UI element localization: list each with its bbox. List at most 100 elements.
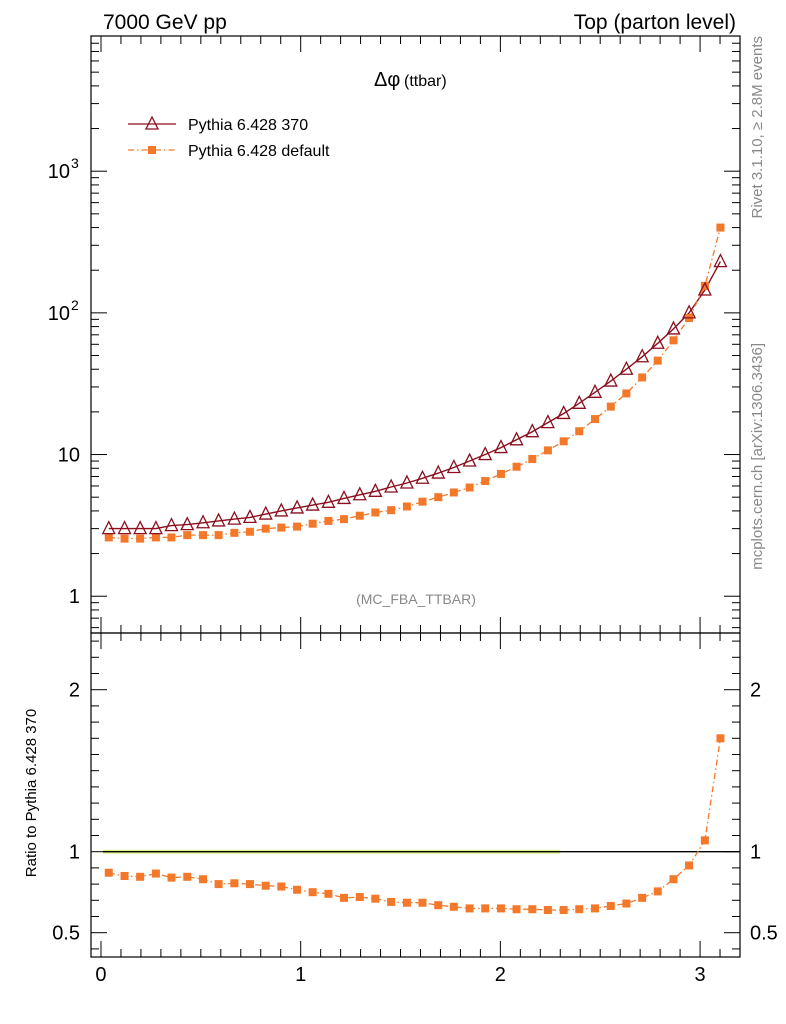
plot-title-symbol: Δφ [374, 69, 400, 91]
x-tick-label: 2 [495, 964, 506, 986]
data-point-pythia-default [402, 502, 411, 511]
data-point-pythia-370 [572, 394, 587, 409]
data-point-pythia-370 [133, 520, 148, 535]
y-tick-label-ratio-left: 2 [69, 680, 80, 702]
data-point-pythia-default [261, 524, 270, 533]
data-point-pythia-default [151, 533, 160, 542]
ratio-point-pythia-default [136, 872, 145, 881]
data-point-pythia-370 [635, 348, 650, 363]
ratio-point-pythia-default [669, 875, 678, 884]
data-point-pythia-370 [117, 520, 132, 535]
analysis-label: (MC_FBA_TTBAR) [356, 591, 476, 607]
ratio-point-pythia-default [308, 888, 317, 897]
data-point-pythia-370 [352, 486, 367, 501]
ratio-point-pythia-default [104, 868, 113, 877]
ratio-point-pythia-default [622, 899, 631, 908]
main-series-group [101, 223, 728, 543]
ratio-point-pythia-default [355, 893, 364, 902]
data-point-pythia-370 [195, 514, 211, 529]
data-point-pythia-default [214, 531, 223, 540]
data-point-pythia-370 [305, 496, 320, 511]
data-point-pythia-default [700, 281, 709, 290]
data-point-pythia-370 [587, 383, 603, 398]
series-line-pythia-default [108, 227, 722, 540]
data-point-pythia-370 [384, 478, 399, 493]
data-point-pythia-370 [148, 520, 163, 535]
legend-label-ref: Pythia 6.428 370 [188, 117, 308, 134]
ratio-point-pythia-default [575, 905, 584, 914]
data-point-pythia-370 [509, 431, 524, 446]
ratio-point-pythia-default [199, 875, 208, 884]
data-point-pythia-default [324, 516, 333, 525]
data-point-pythia-default [120, 534, 129, 543]
data-point-pythia-default [449, 488, 458, 497]
data-point-pythia-370 [101, 520, 116, 535]
rivet-label: Rivet 3.1.10, ≥ 2.8M events [749, 36, 766, 219]
data-point-pythia-default [387, 506, 396, 515]
data-point-pythia-default [716, 223, 725, 232]
data-point-pythia-default [371, 508, 380, 517]
y-tick-label-main: 1 [69, 586, 80, 608]
data-point-pythia-370 [290, 499, 305, 514]
data-point-pythia-370 [274, 502, 289, 517]
ratio-point-pythia-default [387, 897, 396, 906]
data-point-pythia-default [418, 497, 427, 506]
data-point-pythia-default [512, 462, 521, 471]
ratio-point-pythia-default [685, 861, 694, 870]
ratio-point-pythia-default [653, 887, 662, 896]
ratio-axes: 0 1 2 3 0.5 0.5 1 1 2 2 [52, 633, 778, 986]
ratio-point-pythia-default [591, 904, 600, 913]
data-point-pythia-370 [399, 474, 414, 489]
y-tick-label-main: 10 [58, 445, 80, 467]
ratio-point-pythia-default [293, 885, 302, 894]
data-point-pythia-370 [227, 510, 242, 525]
y-tick-label-ratio-right: 1 [750, 842, 761, 864]
ratio-point-pythia-default [261, 881, 270, 890]
data-point-pythia-default [559, 437, 568, 446]
data-point-pythia-370 [540, 414, 555, 429]
data-point-pythia-370 [478, 446, 493, 461]
ratio-point-pythia-default [183, 872, 192, 881]
data-point-pythia-default [528, 455, 537, 464]
data-point-pythia-default [167, 533, 176, 542]
ratio-y-axis-label: Ratio to Pythia 6.428 370 [23, 709, 40, 877]
data-point-pythia-default [622, 389, 631, 398]
data-point-pythia-370 [650, 334, 665, 349]
legend-marker-ref [144, 115, 160, 130]
ratio-line-pythia-default [108, 738, 722, 911]
data-point-pythia-default [543, 446, 552, 455]
data-point-pythia-370 [164, 517, 179, 532]
data-point-pythia-default [199, 531, 208, 540]
data-point-pythia-370 [321, 493, 336, 508]
data-point-pythia-370 [682, 304, 697, 319]
y-tick-label-ratio-right: 0.5 [750, 923, 778, 945]
y-tick-label-main-exponent: 3 [71, 155, 79, 171]
ratio-point-pythia-default [371, 894, 380, 903]
data-point-pythia-370 [431, 464, 446, 479]
ratio-point-pythia-default [496, 904, 505, 913]
data-point-pythia-370 [525, 423, 540, 438]
ratio-series-group [104, 734, 725, 915]
data-point-pythia-default [591, 415, 600, 424]
ratio-point-pythia-default [528, 905, 537, 914]
ratio-point-pythia-default [638, 893, 647, 902]
ratio-point-pythia-default [606, 901, 615, 910]
ratio-point-pythia-default [245, 880, 254, 889]
mcplots-label: mcplots.cern.ch [arXiv:1306.3436] [749, 343, 766, 570]
legend: Pythia 6.428 370 Pythia 6.428 default [128, 115, 330, 160]
data-point-pythia-370 [666, 320, 681, 335]
data-point-pythia-370 [446, 459, 461, 474]
ratio-point-pythia-default [214, 880, 223, 889]
y-tick-label-main: 10 [48, 303, 70, 325]
data-point-pythia-370 [556, 404, 571, 420]
data-point-pythia-370 [619, 360, 634, 375]
x-tick-label: 3 [694, 964, 705, 986]
ratio-point-pythia-default [418, 898, 427, 907]
data-point-pythia-370 [462, 452, 477, 467]
data-point-pythia-370 [258, 505, 273, 520]
data-point-pythia-default [496, 469, 505, 478]
ratio-point-pythia-default [449, 902, 458, 911]
data-point-pythia-default [340, 515, 349, 524]
